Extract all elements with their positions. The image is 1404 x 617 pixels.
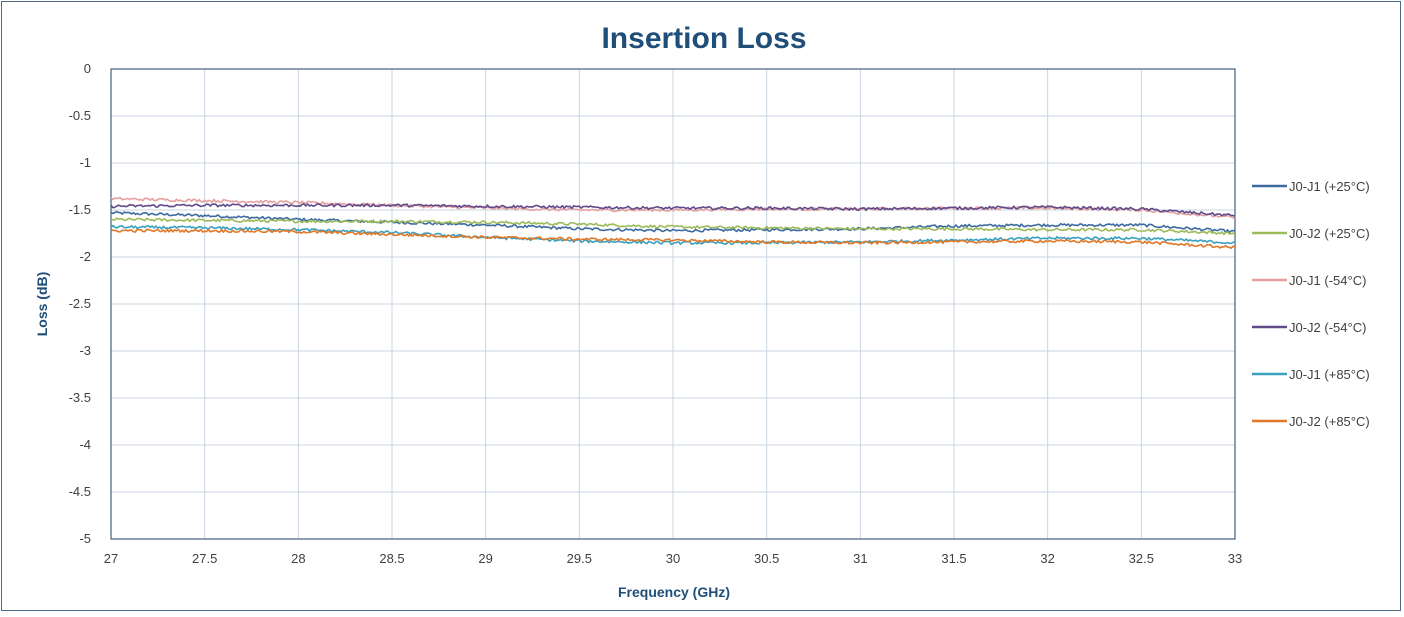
x-axis-ticks: 27 27.5 28 28.5 29 29.5 30 30.5 31 31.5 32 32.5 33: [104, 551, 1242, 566]
x-tick-label: 31.5: [941, 551, 966, 566]
y-tick-label: -3: [79, 343, 91, 358]
x-tick-label: 30: [666, 551, 680, 566]
y-tick-label: -0.5: [69, 108, 91, 123]
series-line: [110, 210, 1236, 234]
x-tick-label: 27.5: [192, 551, 217, 566]
series-line: [110, 228, 1236, 249]
y-tick-label: -1.5: [69, 202, 91, 217]
y-tick-label: -2.5: [69, 296, 91, 311]
x-tick-label: 27: [104, 551, 118, 566]
legend-label: J0-J2 (-54°C): [1289, 320, 1366, 335]
series-line: [110, 196, 1236, 219]
y-tick-label: -3.5: [69, 390, 91, 405]
grid-lines: [110, 68, 1236, 540]
legend-label: J0-J1 (+85°C): [1289, 367, 1370, 382]
y-axis-title: Loss (dB): [34, 272, 50, 337]
x-tick-label: 29.5: [567, 551, 592, 566]
y-tick-label: -1: [79, 155, 91, 170]
series-line: [110, 203, 1236, 218]
legend-label: J0-J1 (-54°C): [1289, 273, 1366, 288]
legend: J0-J1 (+25°C) J0-J2 (+25°C) J0-J1 (-54°C) J…: [1252, 179, 1370, 429]
series-lines: [110, 196, 1236, 249]
y-tick-label: -4: [79, 437, 91, 452]
plot-area-border: [110, 68, 1236, 540]
y-axis-ticks: 0 -0.5 -1 -1.5 -2 -2.5 -3 -3.5 -4 -4.5 -5: [69, 61, 91, 546]
x-tick-label: 28.5: [379, 551, 404, 566]
legend-label: J0-J1 (+25°C): [1289, 179, 1370, 194]
y-tick-label: 0: [84, 61, 91, 76]
x-tick-label: 30.5: [754, 551, 779, 566]
x-axis-title: Frequency (GHz): [618, 584, 730, 600]
series-line: [110, 224, 1236, 246]
x-tick-label: 33: [1228, 551, 1242, 566]
x-tick-label: 28: [291, 551, 305, 566]
series-line: [110, 217, 1236, 236]
y-tick-label: -5: [79, 531, 91, 546]
y-tick-label: -4.5: [69, 484, 91, 499]
chart-title: Insertion Loss: [601, 22, 806, 55]
y-tick-label: -2: [79, 249, 91, 264]
x-tick-label: 29: [478, 551, 492, 566]
x-tick-label: 31: [853, 551, 867, 566]
legend-label: J0-J2 (+85°C): [1289, 414, 1370, 429]
x-tick-label: 32: [1040, 551, 1054, 566]
x-tick-label: 32.5: [1129, 551, 1154, 566]
legend-label: J0-J2 (+25°C): [1289, 226, 1370, 241]
